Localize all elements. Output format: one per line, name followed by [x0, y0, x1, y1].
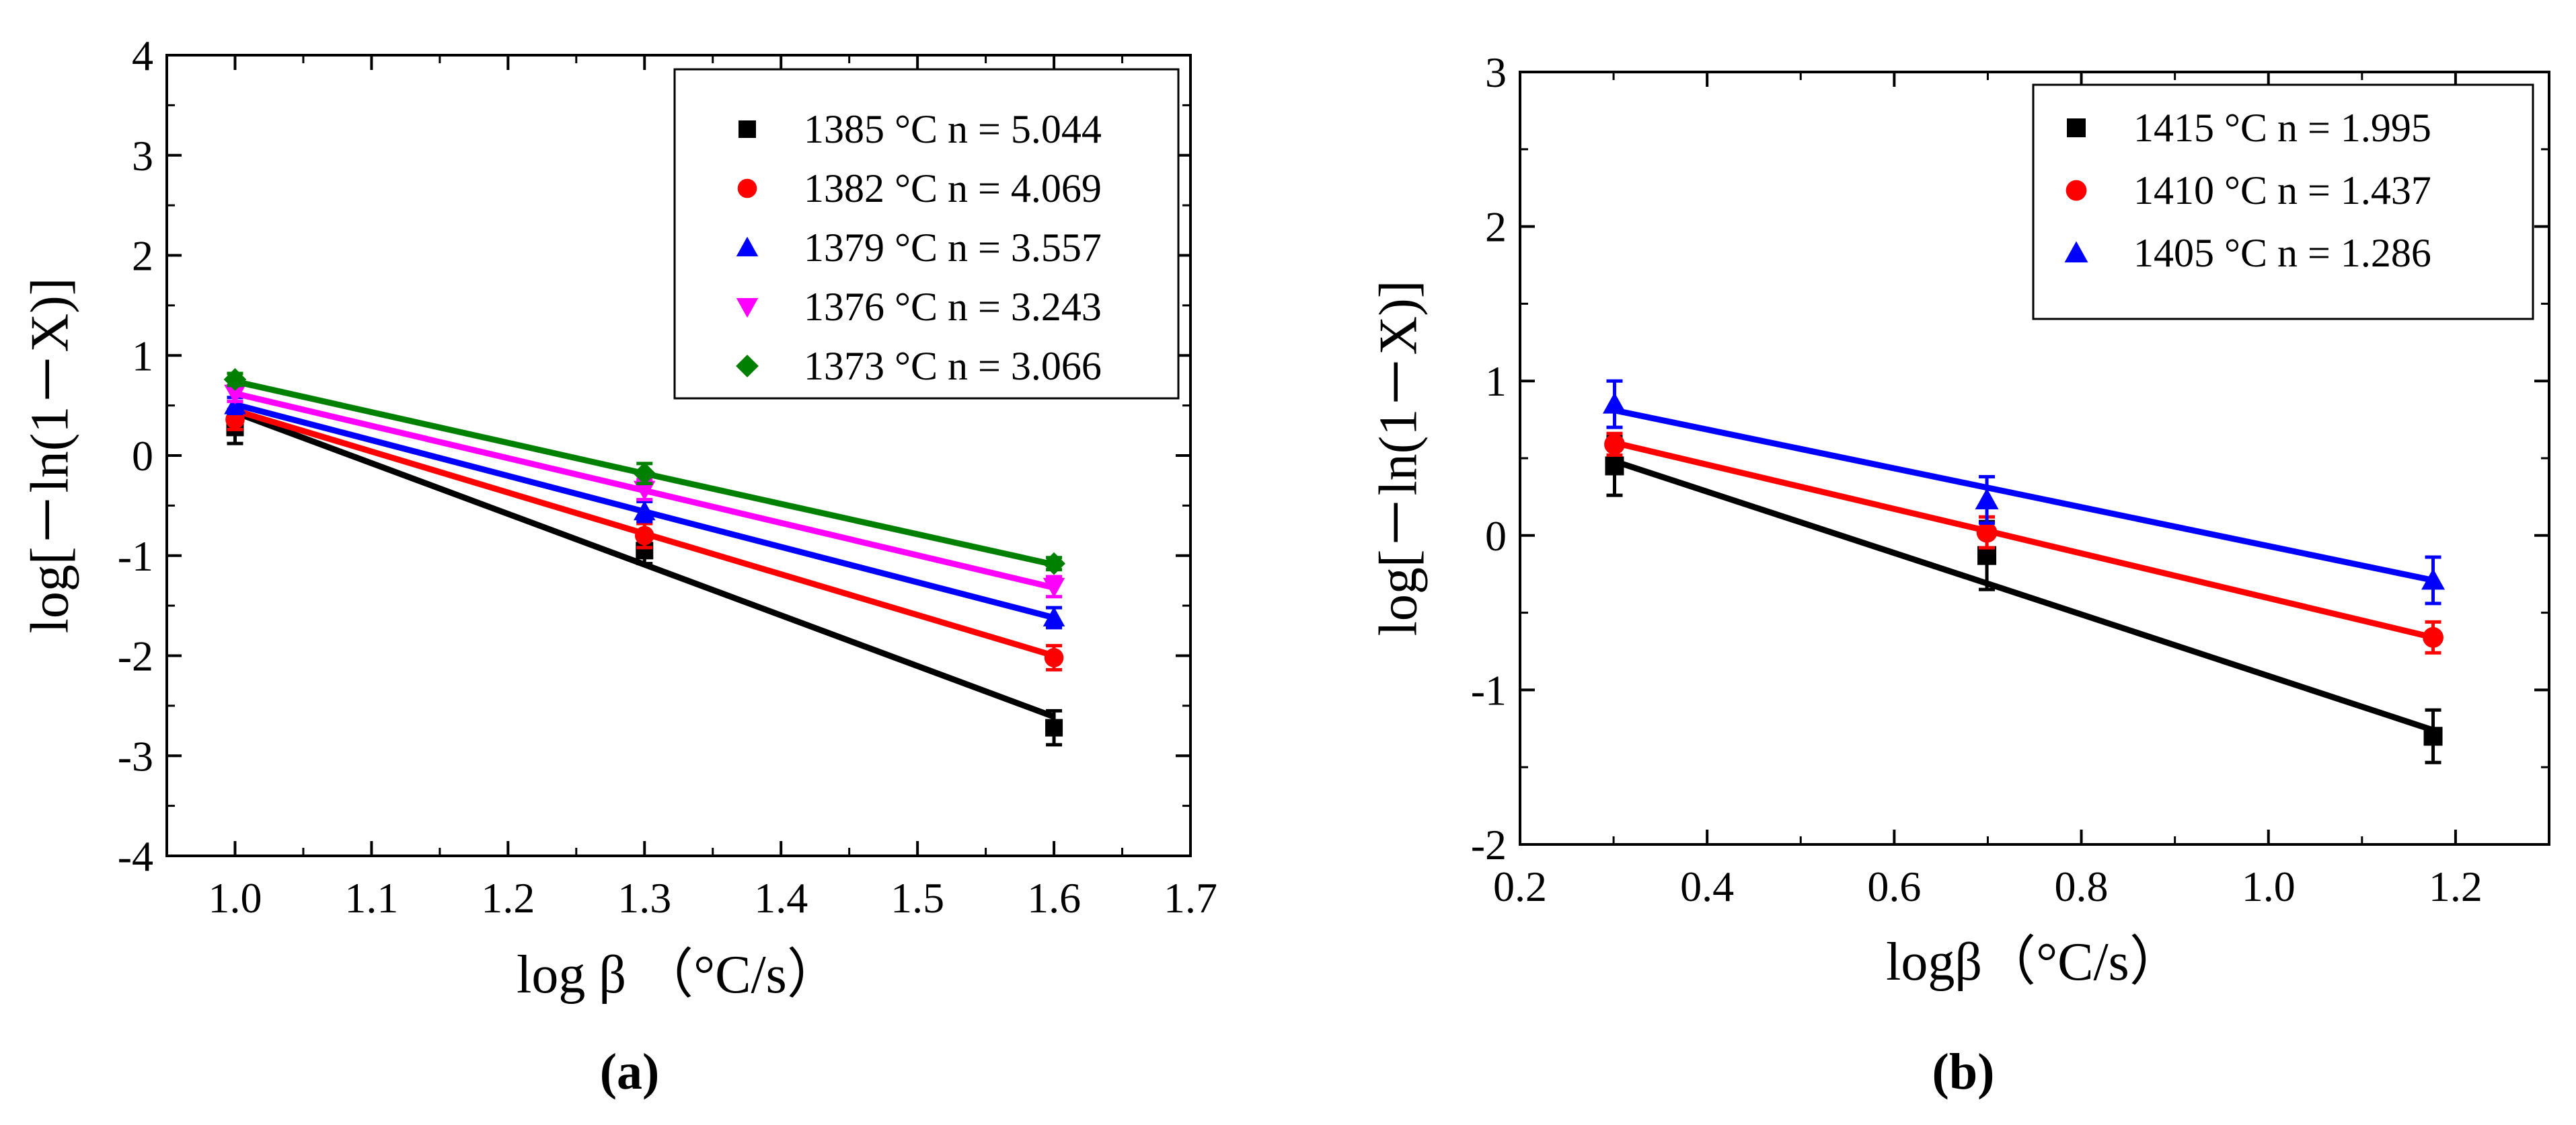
legend-label: 1405 °C n = 1.286: [2133, 231, 2431, 275]
y-tick-label: -3: [118, 732, 153, 780]
y-tick-label: 1: [132, 332, 153, 379]
legend-label: 1410 °C n = 1.437: [2133, 168, 2431, 213]
legend-marker: [2066, 180, 2087, 201]
series-1: [226, 409, 1063, 747]
y-tick-label: -2: [118, 632, 153, 680]
fit-line: [1614, 439, 2434, 641]
y-tick-label: -2: [1471, 821, 1507, 869]
legend-label: 1379 °C n = 3.557: [804, 225, 1102, 270]
x-tick-label: 1.4: [754, 874, 808, 922]
x-tick-label: 0.2: [1493, 863, 1547, 910]
data-point: [1605, 456, 1624, 476]
legend: 1385 °C n = 5.044 1382 °C n = 4.069 1379 °…: [673, 68, 1180, 400]
x-tick-label: 1.5: [891, 874, 944, 922]
x-axis-title: logβ（°C/s）: [1886, 933, 2183, 992]
y-tick-label: 4: [132, 32, 153, 79]
x-tick-label: 1.6: [1027, 874, 1081, 922]
x-tick-label: 1.3: [617, 874, 671, 922]
legend-label: 1382 °C n = 4.069: [804, 166, 1102, 211]
data-point: [1975, 488, 1999, 509]
panel-label: (b): [1932, 1044, 1995, 1100]
series-3: [1602, 379, 2446, 606]
series-2: [1604, 431, 2444, 655]
legend-marker: [738, 120, 756, 138]
x-tick-label: 1.2: [2429, 863, 2483, 910]
legend-marker: [736, 236, 759, 256]
data-point: [1604, 433, 1625, 455]
y-tick-label: -4: [118, 832, 153, 880]
data-point: [1602, 392, 1626, 414]
x-tick-label: 1.7: [1164, 874, 1217, 922]
y-axis-title: log[－ln(1－X)]: [20, 278, 79, 634]
x-tick-label: 1.1: [344, 874, 398, 922]
x-tick-label: 0.6: [1867, 863, 1921, 910]
data-point: [1044, 648, 1064, 667]
data-point: [2421, 568, 2446, 590]
x-tick-label: 1.2: [481, 874, 535, 922]
legend: 1415 °C n = 1.995 1410 °C n = 1.437 1405 °…: [2032, 83, 2534, 320]
data-point: [634, 501, 656, 521]
data-point: [634, 525, 654, 546]
legend-label: 1385 °C n = 5.044: [804, 107, 1102, 151]
data-point: [1043, 606, 1065, 626]
y-tick-label: -1: [1471, 666, 1507, 714]
legend-label: 1415 °C n = 1.995: [2133, 106, 2431, 150]
x-tick-label: 1.0: [2242, 863, 2296, 910]
y-tick-label: 2: [1485, 203, 1507, 251]
series-5: [223, 368, 1065, 575]
legend-marker: [736, 355, 759, 377]
data-point: [1043, 577, 1065, 598]
data-point: [1045, 719, 1063, 737]
fit-line: [1614, 407, 2434, 583]
y-axis-title: log[－ln(1－X)]: [1369, 281, 1428, 637]
legend-label: 1373 °C n = 3.066: [804, 344, 1102, 388]
data-point: [224, 384, 246, 405]
x-axis-title: log β （°C/s）: [517, 945, 841, 1005]
x-tick-label: 0.8: [2055, 863, 2109, 910]
x-tick-label: 1.0: [208, 874, 262, 922]
data-point: [1976, 521, 1998, 543]
chart-panel-a: 1.0 1.1 1.2 1.3 1.4 1.5 1.6 1.7 -4 -3 -2 -1 0 1 2 3 4 log…: [20, 32, 1217, 1100]
legend-box: [2032, 83, 2534, 320]
series-1: [1605, 435, 2443, 764]
data-point: [634, 480, 656, 501]
y-tick-label: 3: [132, 132, 153, 180]
y-tick-label: 0: [1485, 512, 1507, 560]
legend-label: 1376 °C n = 3.243: [804, 285, 1102, 329]
legend-marker: [2064, 241, 2088, 262]
data-point: [2423, 626, 2444, 648]
y-tick-label: 0: [132, 432, 153, 480]
legend-marker: [736, 298, 759, 318]
legend-box: [673, 68, 1180, 400]
y-tick-label: -1: [118, 532, 153, 580]
legend-marker: [2067, 118, 2086, 137]
panel-label: (a): [600, 1044, 660, 1100]
series-3: [224, 394, 1065, 630]
chart-panel-b: 0.2 0.4 0.6 0.8 1.0 1.2 -2 -1 0 1 2 3 logβ（°C/s） log[…: [1369, 48, 2550, 1100]
data-point: [2423, 727, 2443, 746]
data-point: [1043, 552, 1065, 575]
y-tick-label: 2: [132, 232, 153, 280]
fit-line: [1614, 458, 2434, 733]
data-point: [633, 462, 656, 485]
x-tick-label: 0.4: [1680, 863, 1734, 910]
y-tick-label: 3: [1485, 48, 1507, 96]
data-point: [223, 368, 247, 391]
legend-marker: [737, 178, 757, 198]
y-tick-label: 1: [1485, 357, 1507, 405]
